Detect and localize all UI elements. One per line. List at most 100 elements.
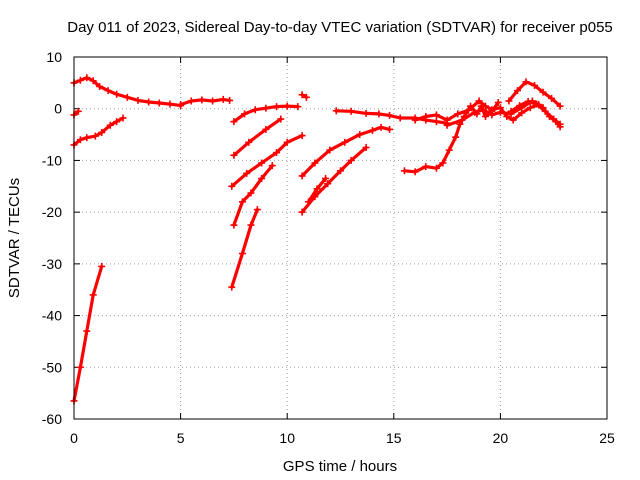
data-point-marker bbox=[464, 106, 472, 114]
data-point-marker bbox=[443, 121, 451, 129]
data-point-marker bbox=[298, 132, 306, 140]
data-point-marker bbox=[479, 106, 487, 114]
data-point-marker bbox=[243, 169, 251, 177]
data-point-marker bbox=[432, 164, 440, 172]
data-point-marker bbox=[268, 162, 276, 170]
data-point-marker bbox=[362, 109, 370, 117]
data-point-marker bbox=[454, 110, 462, 118]
data-point-marker bbox=[262, 125, 270, 133]
data-point-marker bbox=[494, 99, 502, 107]
data-point-marker bbox=[541, 107, 549, 115]
series-line-track-15 bbox=[334, 109, 449, 125]
data-point-marker bbox=[368, 126, 376, 134]
data-point-marker bbox=[471, 108, 479, 116]
data-point-marker bbox=[83, 134, 91, 142]
data-point-marker bbox=[411, 168, 419, 176]
data-point-marker bbox=[187, 97, 195, 105]
data-point-marker bbox=[273, 149, 281, 157]
data-point-marker bbox=[230, 118, 238, 126]
data-point-marker bbox=[119, 114, 127, 122]
data-point-marker bbox=[356, 131, 364, 139]
data-point-marker bbox=[452, 133, 460, 141]
data-point-marker bbox=[238, 250, 246, 258]
data-point-marker bbox=[526, 104, 534, 112]
data-point-marker bbox=[432, 118, 440, 126]
data-point-marker bbox=[341, 138, 349, 146]
data-point-marker bbox=[298, 208, 306, 216]
x-axis-title: GPS time / hours bbox=[283, 458, 397, 475]
y-tick-label: 0 bbox=[54, 101, 62, 117]
data-point-marker bbox=[98, 129, 106, 137]
data-point-marker bbox=[145, 98, 153, 106]
data-point-marker bbox=[324, 180, 332, 188]
data-point-marker bbox=[113, 118, 121, 126]
data-point-marker bbox=[98, 262, 106, 270]
data-point-marker bbox=[548, 94, 556, 102]
data-point-marker bbox=[198, 96, 206, 104]
data-point-marker bbox=[439, 159, 447, 167]
x-tick-label: 15 bbox=[386, 430, 402, 446]
x-tick-label: 10 bbox=[279, 430, 295, 446]
data-point-marker bbox=[219, 95, 227, 103]
data-point-marker bbox=[509, 116, 517, 124]
y-tick-label: 10 bbox=[46, 49, 62, 65]
data-point-marker bbox=[481, 112, 489, 120]
data-point-marker bbox=[230, 151, 238, 159]
y-tick-label: -10 bbox=[42, 152, 62, 168]
data-point-marker bbox=[106, 121, 114, 129]
data-point-marker bbox=[524, 97, 532, 105]
data-point-marker bbox=[298, 172, 306, 180]
data-point-marker bbox=[302, 93, 310, 101]
data-point-marker bbox=[166, 100, 174, 108]
data-point-marker bbox=[96, 82, 104, 90]
data-point-marker bbox=[104, 87, 112, 95]
data-point-marker bbox=[396, 114, 404, 122]
data-point-marker bbox=[228, 283, 236, 291]
series-line-track-7 bbox=[232, 117, 283, 157]
data-point-marker bbox=[496, 108, 504, 116]
series-line-track-1 bbox=[72, 76, 183, 108]
data-point-marker bbox=[83, 327, 91, 335]
data-point-marker bbox=[556, 120, 564, 128]
data-point-marker bbox=[238, 198, 246, 206]
series-line-track-5 bbox=[72, 264, 104, 403]
data-point-marker bbox=[262, 104, 270, 112]
data-point-marker bbox=[347, 156, 355, 164]
data-point-marker bbox=[113, 90, 121, 98]
data-point-marker bbox=[550, 115, 558, 123]
data-point-marker bbox=[247, 189, 255, 197]
data-point-marker bbox=[228, 182, 236, 190]
data-point-marker bbox=[74, 107, 82, 115]
data-point-marker bbox=[209, 97, 217, 105]
series-line-track-8 bbox=[230, 134, 304, 188]
data-point-marker bbox=[445, 146, 453, 154]
data-point-marker bbox=[245, 138, 253, 146]
data-point-marker bbox=[488, 111, 496, 119]
data-point-marker bbox=[230, 221, 238, 229]
y-tick-label: -50 bbox=[42, 359, 62, 375]
y-axis-title: SDTVAR / TECUs bbox=[6, 178, 23, 298]
data-point-marker bbox=[362, 144, 370, 151]
data-point-marker bbox=[375, 110, 383, 118]
series-line-track-13 bbox=[300, 145, 368, 214]
data-point-marker bbox=[251, 106, 259, 114]
data-point-marker bbox=[377, 123, 385, 131]
series-line-track-12 bbox=[300, 125, 392, 178]
x-tick-label: 0 bbox=[70, 430, 78, 446]
data-point-marker bbox=[422, 163, 430, 171]
data-point-marker bbox=[258, 159, 266, 167]
data-point-marker bbox=[533, 100, 541, 108]
data-point-marker bbox=[539, 88, 547, 96]
y-tick-label: -20 bbox=[42, 204, 62, 220]
data-point-marker bbox=[277, 115, 285, 123]
data-point-marker bbox=[294, 103, 302, 111]
data-point-marker bbox=[226, 96, 234, 104]
data-point-marker bbox=[247, 221, 255, 229]
data-point-marker bbox=[241, 110, 249, 118]
data-point-marker bbox=[76, 136, 84, 144]
chart-title: Day 011 of 2023, Sidereal Day-to-day VTE… bbox=[67, 19, 613, 36]
data-point-marker bbox=[253, 206, 261, 214]
data-point-marker bbox=[505, 97, 513, 105]
data-point-marker bbox=[411, 116, 419, 124]
series-line-track-10 bbox=[230, 208, 259, 289]
